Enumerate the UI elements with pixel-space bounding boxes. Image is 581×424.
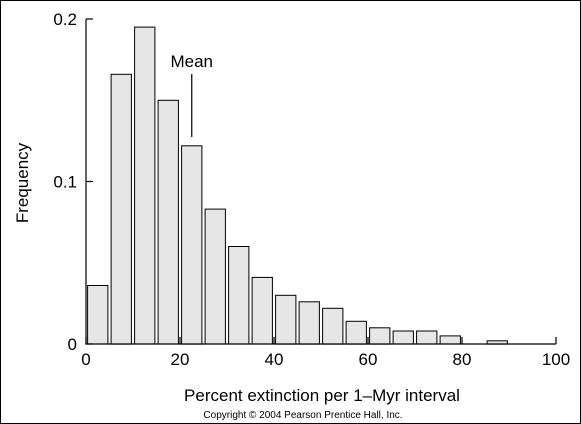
x-tick-label: 80: [453, 350, 472, 369]
histogram-bar: [228, 246, 250, 345]
histogram-bar: [439, 335, 461, 345]
histogram-bar: [392, 330, 414, 345]
histogram-bar: [275, 294, 297, 345]
histogram-bar: [298, 301, 320, 345]
copyright-notice: Copyright © 2004 Pearson Prentice Hall, …: [203, 410, 402, 421]
histogram-bar: [110, 73, 132, 345]
histogram-bar: [369, 327, 391, 345]
plot-axes: [85, 19, 556, 345]
mean-label: Mean: [170, 52, 213, 71]
histogram-bar: [416, 330, 438, 345]
y-tick-label: 0: [68, 335, 77, 354]
y-tick-label: 0.2: [53, 10, 77, 29]
y-tick-label: 0.1: [53, 173, 77, 192]
x-tick-label: 100: [542, 350, 570, 369]
histogram-bar: [157, 99, 179, 345]
ticks-group: 0 20 40 60 80 100 0 0.1 0.2: [53, 10, 570, 369]
histogram-bar: [134, 26, 156, 345]
bars-group: [87, 26, 508, 345]
x-tick-label: 60: [359, 350, 378, 369]
histogram-bar: [87, 285, 109, 345]
x-tick-label: 20: [171, 350, 190, 369]
histogram-bar: [204, 208, 226, 345]
histogram-bar: [345, 320, 367, 345]
x-tick-label: 0: [81, 350, 90, 369]
histogram-bar: [251, 276, 273, 345]
x-tick-label: 40: [265, 350, 284, 369]
histogram-bar: [181, 145, 203, 345]
x-axis-title: Percent extinction per 1–Myr interval: [184, 386, 460, 405]
histogram-bar: [322, 307, 344, 345]
y-axis-title: Frequency: [13, 142, 32, 223]
